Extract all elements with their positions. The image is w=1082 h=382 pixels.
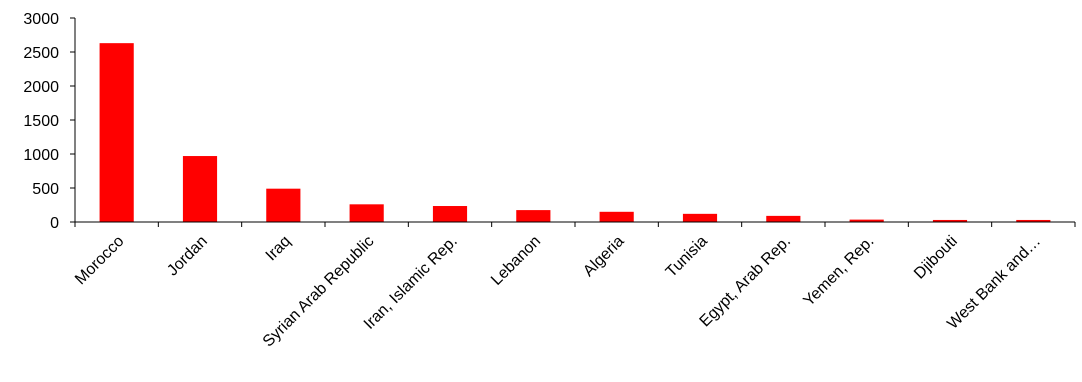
y-tick-label: 3000 — [23, 11, 59, 28]
x-tick-label: Lebanon — [488, 233, 544, 289]
x-tick-label: Egypt, Arab Rep. — [697, 233, 795, 331]
x-tick-label: Iran, Islamic Rep. — [361, 233, 461, 333]
x-tick-label: Yemen, Rep. — [800, 233, 877, 310]
bar — [266, 188, 301, 222]
bar — [516, 210, 551, 222]
x-tick-label: Algeria — [580, 233, 627, 280]
bar — [849, 219, 884, 222]
y-tick-label: 1500 — [23, 113, 59, 130]
bars — [99, 43, 1051, 222]
y-axis: 0 500 1000 1500 2000 2500 3000 — [23, 11, 76, 232]
bar — [432, 206, 468, 222]
y-tick-label: 500 — [32, 181, 59, 198]
x-tick-label: West Bank and… — [944, 233, 1044, 333]
y-tick-label: 2000 — [23, 79, 59, 96]
x-tick-label: Morocco — [72, 233, 127, 288]
bar — [349, 204, 384, 222]
bar — [99, 43, 134, 222]
x-tick-label: Djibouti — [911, 233, 961, 283]
bar — [766, 215, 801, 222]
y-tick-label: 1000 — [23, 147, 59, 164]
bar — [682, 213, 718, 222]
bar — [1016, 219, 1051, 222]
x-tick-label: Iraq — [263, 233, 295, 265]
x-tick-label: Tunisia — [663, 233, 711, 281]
bar — [932, 219, 968, 222]
bar — [182, 156, 218, 222]
y-tick-label: 0 — [50, 215, 59, 232]
bar — [599, 211, 634, 222]
y-tick-label: 2500 — [23, 45, 59, 62]
x-tick-label: Jordan — [164, 233, 211, 280]
